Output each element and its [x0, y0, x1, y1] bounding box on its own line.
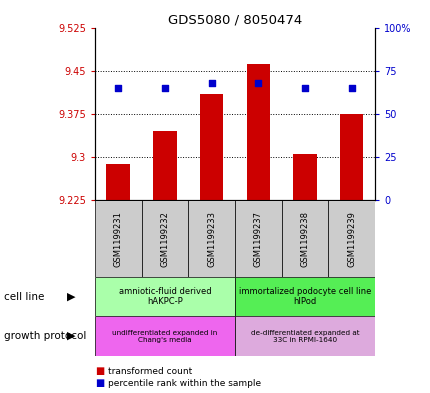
Bar [328, 200, 374, 277]
Text: GSM1199237: GSM1199237 [253, 211, 262, 267]
Text: ▶: ▶ [67, 292, 75, 302]
Point [208, 80, 215, 86]
Text: growth protocol: growth protocol [4, 331, 86, 341]
Point [347, 85, 354, 91]
Text: GSM1199233: GSM1199233 [206, 211, 215, 267]
Text: ■: ■ [95, 366, 104, 376]
Bar [188, 200, 234, 277]
Bar [141, 200, 188, 277]
Bar [200, 94, 223, 200]
Text: GSM1199231: GSM1199231 [114, 211, 123, 267]
Text: GSM1199239: GSM1199239 [346, 211, 355, 267]
Point [114, 85, 121, 91]
Bar [246, 64, 269, 200]
Bar [339, 114, 362, 200]
Bar [234, 277, 374, 316]
Text: undifferentiated expanded in
Chang's media: undifferentiated expanded in Chang's med… [112, 329, 217, 343]
Point [161, 85, 168, 91]
Bar [292, 154, 316, 200]
Bar [234, 200, 281, 277]
Text: de-differentiated expanded at
33C in RPMI-1640: de-differentiated expanded at 33C in RPM… [250, 329, 359, 343]
Title: GDS5080 / 8050474: GDS5080 / 8050474 [167, 13, 301, 26]
Text: ■: ■ [95, 378, 104, 388]
Text: amniotic-fluid derived
hAKPC-P: amniotic-fluid derived hAKPC-P [118, 287, 211, 307]
Bar [281, 200, 328, 277]
Bar [153, 131, 176, 200]
Bar [95, 200, 141, 277]
Text: transformed count: transformed count [108, 367, 191, 376]
Bar [95, 316, 234, 356]
Bar [234, 316, 374, 356]
Point [254, 80, 261, 86]
Text: percentile rank within the sample: percentile rank within the sample [108, 379, 260, 387]
Text: GSM1199238: GSM1199238 [300, 211, 309, 267]
Bar [95, 277, 234, 316]
Point [301, 85, 308, 91]
Text: GSM1199232: GSM1199232 [160, 211, 169, 267]
Text: immortalized podocyte cell line
hIPod: immortalized podocyte cell line hIPod [238, 287, 370, 307]
Text: ▶: ▶ [67, 331, 75, 341]
Text: cell line: cell line [4, 292, 45, 302]
Bar [106, 163, 129, 200]
